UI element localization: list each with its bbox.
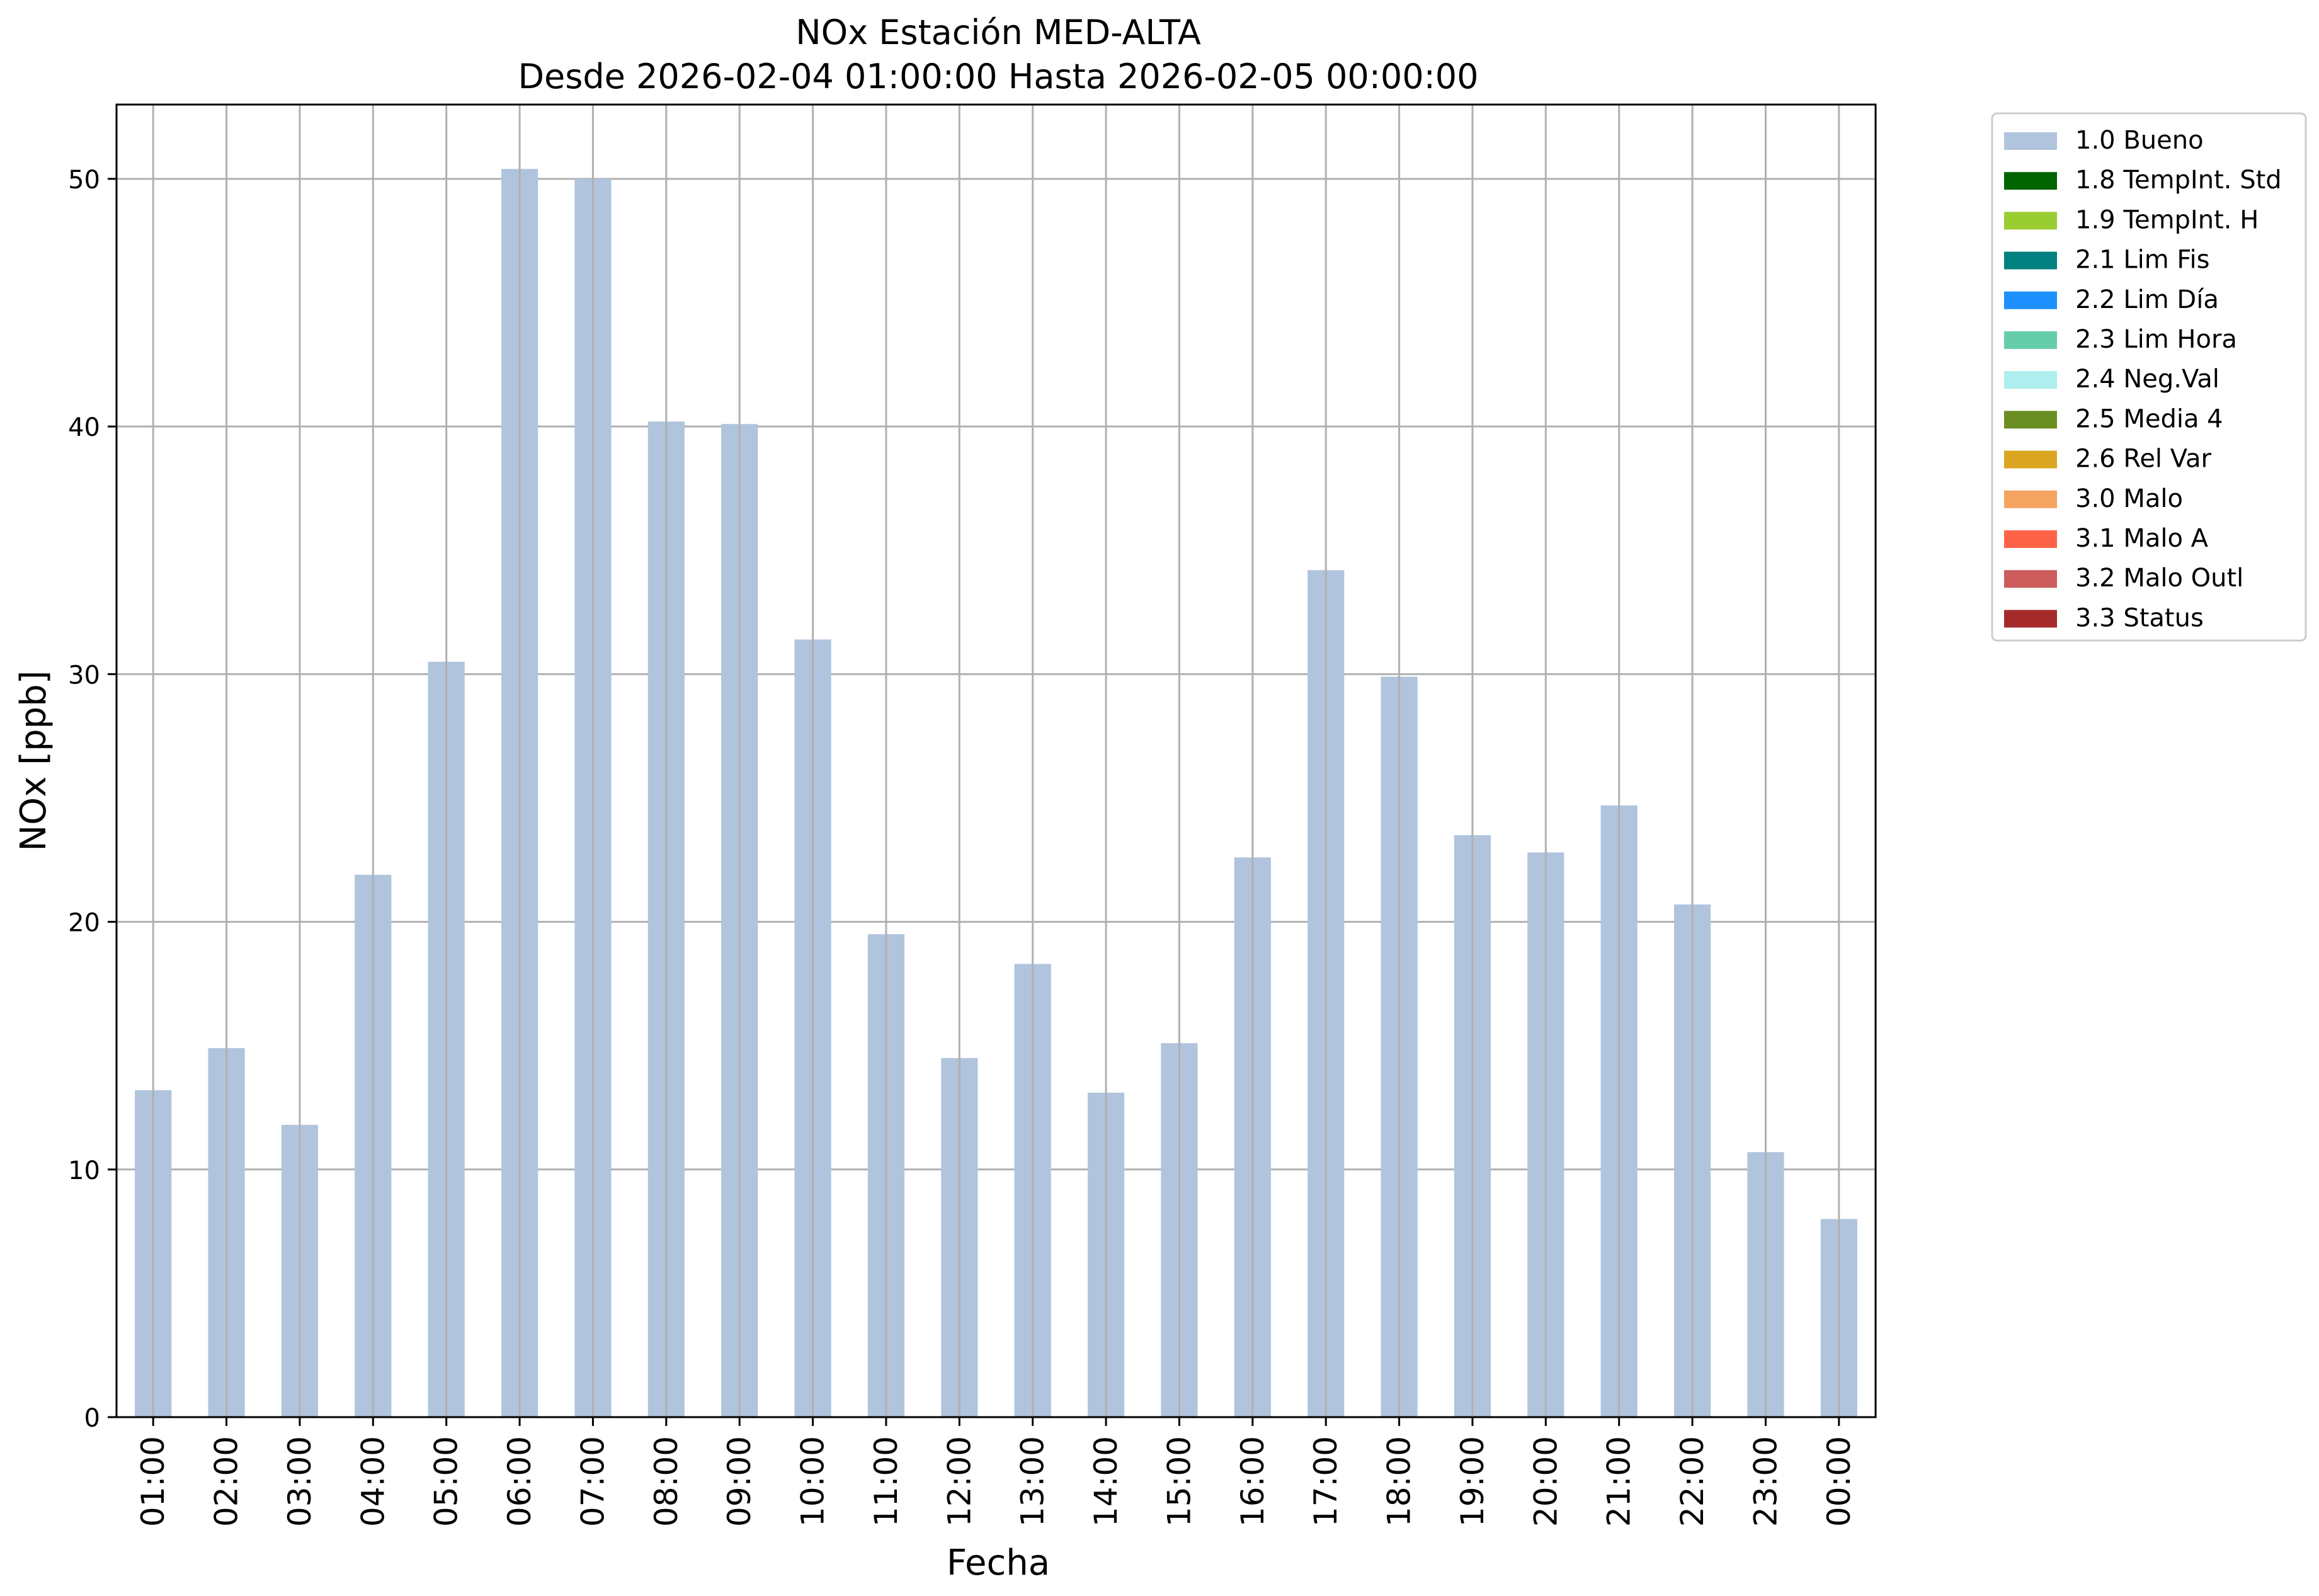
x-tick-label: 14:00 [1088,1436,1124,1527]
y-tick-label: 50 [68,166,100,195]
x-tick-label: 12:00 [941,1436,977,1527]
x-tick-label: 02:00 [208,1436,245,1527]
y-tick-label: 40 [68,413,100,442]
x-tick-label: 19:00 [1454,1436,1491,1527]
legend-swatch [2004,251,2057,270]
x-tick-label: 10:00 [795,1436,831,1527]
x-tick-label: 23:00 [1747,1436,1784,1527]
bars [135,105,1857,1418]
legend-swatch [2004,291,2057,309]
legend-swatch [2004,490,2057,508]
x-tick-label: 05:00 [428,1436,465,1527]
x-tick-label: 00:00 [1821,1436,1857,1527]
legend-label: 1.8 TempInt. Std [2075,166,2282,195]
legend-label: 2.6 Rel Var [2075,445,2212,474]
x-axis: 01:00 02:00 03:00 04:00 05:00 06:00 07:00 08:00… [135,1417,1857,1527]
x-tick-label: 07:00 [574,1436,611,1527]
x-tick-label: 11:00 [868,1436,904,1527]
legend: 1.0 Bueno 1.8 TempInt. Std 1.9 TempInt. H 2… [1991,112,2307,642]
y-axis: 0 10 20 30 40 50 [68,166,117,1433]
legend-swatch [2004,172,2057,190]
y-tick-label: 10 [68,1156,100,1185]
x-tick-label: 22:00 [1674,1436,1711,1527]
x-tick-label: 08:00 [648,1436,685,1527]
y-axis-label: NOx [ppb] [13,670,54,851]
legend-label: 2.1 Lim Fis [2075,246,2209,275]
x-tick-label: 06:00 [501,1436,538,1527]
legend-label: 1.0 Bueno [2075,126,2204,155]
legend-swatch [2004,371,2057,389]
x-tick-label: 18:00 [1381,1436,1418,1527]
y-tick-label: 20 [68,909,100,938]
x-tick-label: 13:00 [1015,1436,1051,1527]
legend-swatch [2004,411,2057,429]
x-tick-label: 09:00 [721,1436,758,1527]
legend-label: 3.0 Malo [2075,484,2183,513]
legend-label: 2.2 Lim Día [2075,285,2219,314]
plot-area-frame [115,103,1877,1418]
legend-frame [1991,112,2307,642]
x-tick-label: 04:00 [355,1436,391,1527]
legend-label: 1.9 TempInt. H [2075,205,2259,234]
chart-title: NOx Estación MED-ALTA [795,13,1201,52]
x-tick-label: 01:00 [135,1436,171,1527]
legend-swatch [2004,450,2057,469]
x-tick-label: 03:00 [282,1436,318,1527]
x-axis-label: Fecha [947,1542,1050,1583]
legend-swatch [2004,132,2057,150]
legend-swatch [2004,610,2057,628]
legend-swatch [2004,570,2057,588]
legend-label: 3.2 Malo Outl [2075,564,2243,593]
legend-label: 3.3 Status [2075,603,2204,632]
legend-swatch [2004,212,2057,230]
y-tick-label: 30 [68,661,100,690]
legend-label: 3.1 Malo A [2075,524,2209,553]
y-tick-label: 0 [84,1404,100,1433]
legend-label: 2.4 Neg.Val [2075,365,2219,394]
legend-swatch [2004,530,2057,548]
x-tick-label: 17:00 [1308,1436,1344,1527]
x-tick-label: 21:00 [1601,1436,1638,1527]
x-tick-label: 15:00 [1161,1436,1197,1527]
x-tick-label: 16:00 [1234,1436,1271,1527]
chart-subtitle: Desde 2026-02-04 01:00:00 Hasta 2026-02-… [518,57,1478,96]
legend-swatch [2004,331,2057,349]
legend-label: 2.5 Media 4 [2075,404,2223,433]
x-tick-label: 20:00 [1527,1436,1564,1527]
legend-label: 2.3 Lim Hora [2075,325,2237,354]
